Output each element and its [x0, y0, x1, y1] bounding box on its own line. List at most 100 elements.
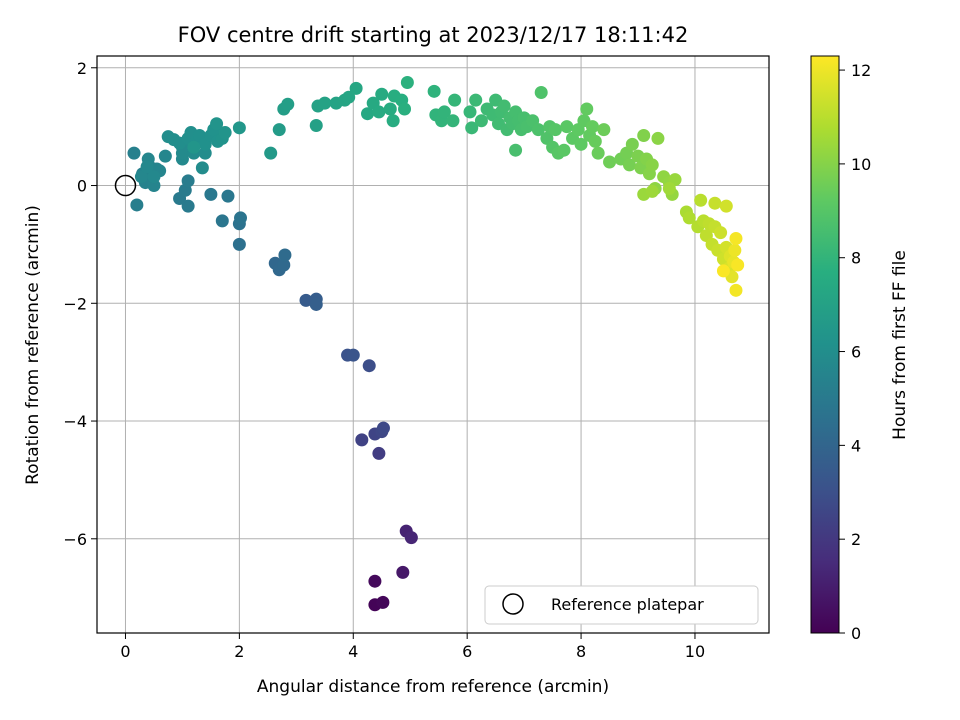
- data-point: [497, 99, 511, 113]
- data-point: [195, 161, 209, 175]
- data-point: [264, 146, 278, 160]
- data-point: [708, 196, 722, 210]
- data-point: [625, 137, 639, 151]
- data-point: [427, 84, 441, 98]
- data-point: [729, 232, 743, 246]
- data-point: [210, 117, 224, 131]
- data-point: [469, 93, 483, 107]
- data-point: [622, 158, 636, 172]
- data-point: [232, 237, 246, 251]
- data-point: [204, 187, 218, 201]
- data-point: [557, 143, 571, 157]
- legend-label: Reference platepar: [551, 595, 704, 614]
- data-point: [719, 199, 733, 213]
- data-point: [548, 123, 562, 137]
- data-point: [400, 75, 414, 89]
- data-point: [361, 107, 375, 121]
- data-point: [181, 174, 195, 188]
- data-point: [272, 123, 286, 137]
- data-point: [448, 93, 462, 107]
- data-point: [140, 160, 154, 174]
- data-point: [437, 105, 451, 119]
- data-point: [465, 121, 479, 135]
- x-tick-label: 10: [685, 642, 705, 661]
- data-point: [731, 258, 745, 272]
- data-point: [232, 121, 246, 135]
- data-point: [645, 158, 659, 172]
- data-point: [474, 114, 488, 128]
- data-point: [597, 123, 611, 137]
- data-point: [386, 114, 400, 128]
- y-axis-label: Rotation from reference (arcmin): [23, 205, 43, 485]
- data-point: [637, 128, 651, 142]
- x-tick-label: 2: [234, 642, 244, 661]
- data-point: [277, 258, 291, 272]
- data-point: [278, 248, 292, 262]
- data-point: [355, 433, 369, 447]
- data-point: [716, 264, 730, 278]
- data-point: [158, 149, 172, 163]
- colorbar-ticks: 0 2 4 6 8 10 12: [839, 61, 871, 643]
- x-axis-ticks: 0 2 4 6 8 10: [120, 633, 705, 661]
- data-point: [134, 170, 148, 184]
- data-point: [446, 114, 460, 128]
- x-tick-label: 4: [348, 642, 358, 661]
- data-point: [398, 102, 412, 116]
- data-point: [221, 189, 235, 203]
- data-point: [281, 97, 295, 111]
- data-point: [375, 87, 389, 101]
- data-point: [651, 131, 665, 145]
- data-point: [376, 421, 390, 435]
- data-point: [368, 574, 382, 588]
- y-tick-label: −2: [63, 294, 87, 313]
- data-point: [309, 118, 323, 132]
- data-point: [383, 102, 397, 116]
- y-tick-label: −6: [63, 530, 87, 549]
- data-point: [187, 140, 201, 154]
- data-point: [218, 126, 232, 140]
- plot-frame: [96, 55, 770, 634]
- x-tick-label: 0: [120, 642, 130, 661]
- data-point: [728, 243, 742, 257]
- data-point: [234, 211, 248, 225]
- data-point: [662, 181, 676, 195]
- y-tick-label: 0: [77, 177, 87, 196]
- data-point: [404, 531, 418, 545]
- reference-marker: [114, 174, 137, 197]
- data-point: [309, 297, 323, 311]
- x-axis-label: Angular distance from reference (arcmin): [257, 677, 609, 697]
- data-point: [215, 214, 229, 228]
- data-point: [591, 146, 605, 160]
- data-point: [346, 348, 360, 362]
- x-tick-label: 8: [576, 642, 586, 661]
- data-point: [147, 170, 161, 184]
- x-tick-label: 6: [462, 642, 472, 661]
- colorbar-label: Hours from first FF file: [890, 250, 910, 440]
- data-point: [376, 595, 390, 609]
- data-point: [509, 143, 523, 157]
- data-point: [342, 90, 356, 104]
- data-point: [130, 198, 144, 212]
- colorbar-tick-label: 0: [851, 624, 861, 643]
- data-point: [588, 134, 602, 148]
- legend-marker: [502, 593, 524, 615]
- legend-box: [484, 585, 759, 625]
- colorbar-tick-label: 2: [851, 530, 861, 549]
- data-point: [694, 193, 708, 207]
- colorbar-tick-label: 10: [851, 155, 871, 174]
- data-point: [645, 184, 659, 198]
- data-points: [127, 75, 745, 612]
- y-tick-label: 2: [77, 59, 87, 78]
- y-tick-label: −4: [63, 412, 87, 431]
- colorbar-tick-label: 8: [851, 249, 861, 268]
- data-point: [585, 120, 599, 134]
- data-point: [682, 211, 696, 225]
- data-point: [531, 123, 545, 137]
- data-point: [318, 96, 332, 110]
- data-point: [372, 105, 386, 119]
- data-point: [372, 446, 386, 460]
- data-point: [603, 155, 617, 169]
- data-point: [560, 120, 574, 134]
- data-point: [534, 86, 548, 100]
